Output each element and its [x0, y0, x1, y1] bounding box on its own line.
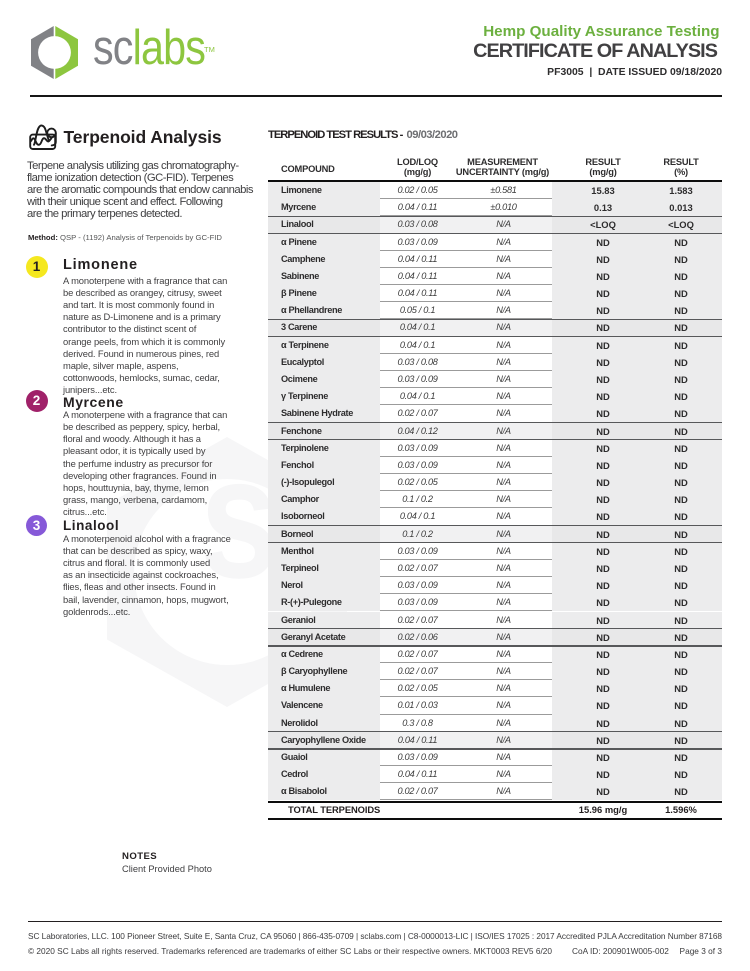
svg-text:TM: TM: [204, 45, 215, 54]
svg-text:sclabs: sclabs: [93, 21, 205, 75]
